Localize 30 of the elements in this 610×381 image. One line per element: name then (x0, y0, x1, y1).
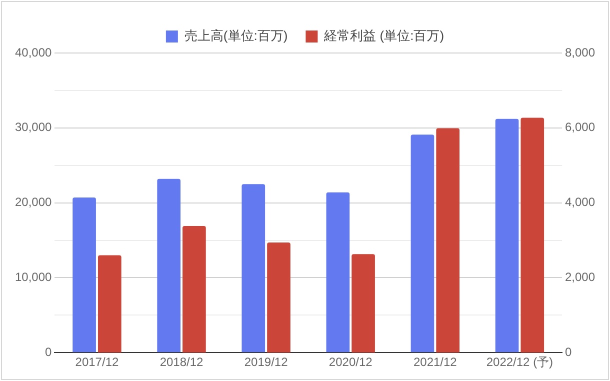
bar (436, 128, 460, 353)
bar (242, 184, 266, 352)
bar (326, 192, 350, 352)
y-tick-label: 20,000 (15, 195, 52, 210)
bar (267, 242, 290, 353)
y-tick-label: 30,000 (15, 120, 52, 134)
bar (98, 255, 122, 353)
bar (352, 254, 375, 353)
x-tick-label: 2017/12 (75, 355, 119, 370)
y2-tick-label: 4,000 (564, 195, 596, 210)
y2-tick-label: 2,000 (564, 270, 596, 284)
legend-label: 経常利益 (単位:百万) (323, 28, 444, 44)
bar (520, 118, 544, 353)
bar (410, 134, 434, 352)
y-tick-label: 10,000 (15, 270, 52, 284)
bar (157, 178, 181, 352)
x-tick-label: 2018/12 (160, 355, 204, 370)
y2-tick-label: 6,000 (564, 120, 596, 134)
x-tick-label: 2022/12 (予) (486, 355, 554, 370)
bar (182, 226, 206, 353)
x-tick-label: 2020/12 (328, 355, 373, 370)
x-tick-label: 2019/12 (244, 355, 288, 370)
y-tick-label: 40,000 (15, 45, 52, 60)
y2-tick-label: 0 (564, 344, 572, 359)
y-tick-label: 0 (45, 344, 52, 359)
bar (72, 198, 96, 352)
y2-tick-label: 8,000 (564, 45, 596, 60)
bar (495, 118, 519, 352)
x-tick-label: 2021/12 (413, 355, 458, 370)
legend-label: 売上高(単位:百万) (184, 28, 288, 44)
